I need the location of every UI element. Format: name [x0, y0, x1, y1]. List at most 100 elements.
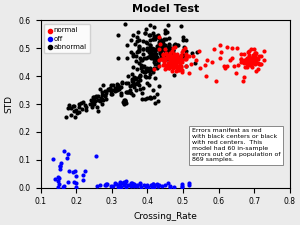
Point — [139, 185, 144, 188]
Point — [62, 184, 67, 188]
Point — [148, 53, 153, 57]
Point — [116, 87, 121, 91]
Point — [139, 92, 144, 95]
Point — [175, 55, 180, 59]
Point — [153, 63, 158, 66]
Point — [252, 56, 257, 59]
Point — [117, 184, 122, 188]
Point — [168, 56, 173, 60]
Point — [147, 83, 152, 87]
Point — [152, 58, 156, 61]
Point — [167, 63, 172, 67]
Point — [125, 56, 130, 59]
Point — [150, 46, 155, 50]
Point — [175, 59, 179, 62]
Point — [167, 66, 171, 70]
Point — [149, 50, 154, 54]
Point — [109, 184, 114, 188]
Point — [144, 27, 149, 31]
Point — [178, 65, 183, 68]
Point — [150, 52, 155, 55]
Point — [103, 95, 108, 98]
Point — [252, 60, 257, 63]
Point — [148, 73, 152, 76]
Point — [65, 180, 70, 184]
Point — [81, 173, 85, 177]
Point — [110, 92, 115, 96]
Point — [158, 39, 162, 42]
Point — [168, 62, 173, 65]
Point — [157, 45, 162, 48]
Point — [159, 50, 164, 53]
Point — [129, 51, 134, 54]
Point — [89, 103, 94, 106]
Point — [118, 93, 123, 97]
Point — [128, 184, 133, 187]
Point — [242, 61, 247, 64]
Point — [148, 43, 152, 46]
Point — [178, 58, 183, 62]
Point — [152, 66, 157, 70]
Point — [234, 46, 239, 49]
Point — [125, 82, 130, 85]
Point — [116, 183, 121, 187]
Point — [128, 84, 133, 87]
Point — [131, 93, 136, 97]
Point — [155, 92, 160, 96]
Point — [148, 46, 152, 50]
Point — [146, 185, 150, 189]
Point — [126, 74, 130, 78]
Point — [173, 64, 178, 68]
Point — [158, 52, 162, 55]
Point — [171, 185, 176, 189]
Point — [68, 114, 73, 117]
Point — [152, 26, 157, 29]
Point — [178, 57, 182, 60]
Point — [173, 43, 178, 46]
Point — [197, 50, 202, 53]
Point — [179, 54, 184, 58]
Point — [152, 47, 157, 50]
Point — [184, 53, 189, 56]
Point — [170, 66, 175, 70]
Point — [182, 54, 187, 57]
Point — [122, 181, 127, 184]
Point — [138, 74, 142, 77]
Point — [257, 62, 262, 66]
Point — [245, 51, 250, 54]
Point — [169, 60, 174, 63]
Point — [165, 63, 170, 67]
Point — [145, 96, 150, 99]
Point — [165, 58, 170, 61]
Point — [144, 46, 149, 50]
Point — [157, 183, 162, 187]
Point — [74, 108, 79, 112]
Point — [109, 92, 114, 96]
Point — [134, 59, 138, 63]
Point — [145, 81, 150, 85]
Point — [58, 161, 63, 165]
Point — [106, 88, 110, 91]
Point — [155, 62, 160, 65]
Point — [219, 51, 224, 54]
Point — [155, 48, 160, 51]
Point — [142, 70, 147, 74]
Point — [137, 182, 142, 186]
Point — [119, 80, 124, 84]
Point — [249, 61, 254, 65]
Point — [133, 78, 137, 81]
Point — [209, 60, 214, 63]
Point — [176, 43, 181, 47]
Point — [164, 67, 169, 70]
Point — [247, 62, 252, 66]
Point — [122, 99, 127, 103]
Point — [112, 89, 117, 93]
Point — [171, 60, 176, 63]
Point — [148, 96, 153, 99]
Point — [169, 62, 173, 65]
Point — [173, 58, 178, 62]
Point — [153, 50, 158, 53]
Point — [252, 62, 257, 66]
Point — [169, 55, 174, 59]
Point — [102, 89, 107, 92]
